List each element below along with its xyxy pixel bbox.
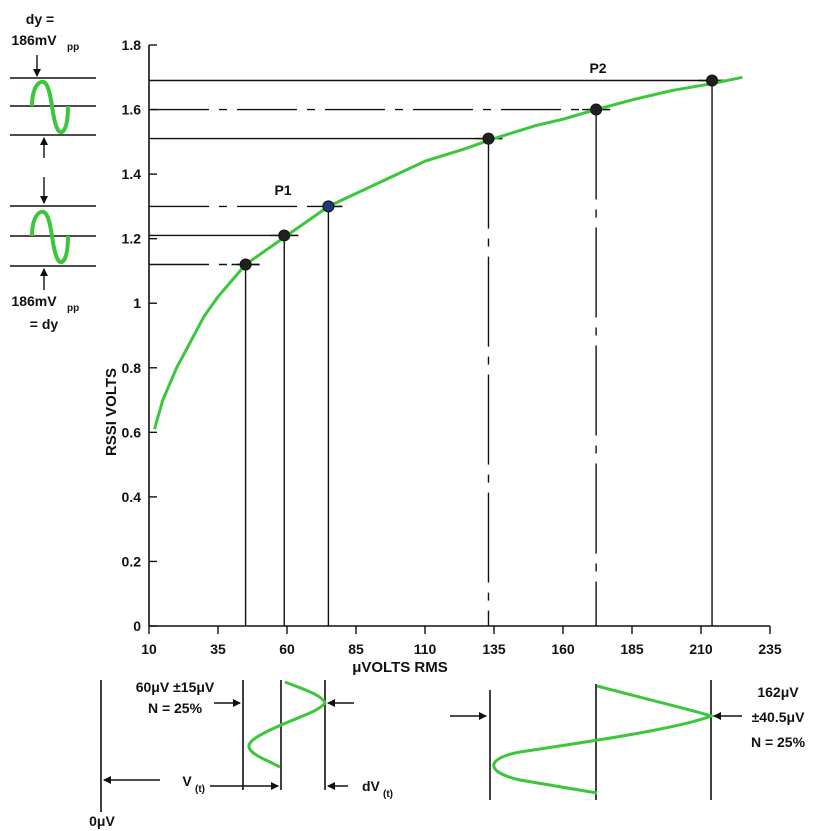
x-axis-title: μVOLTS RMS <box>352 659 448 676</box>
rssi-curve <box>153 75 743 430</box>
bottom-sine-wave <box>30 209 70 265</box>
y-tick-label: 0.2 <box>122 553 142 569</box>
bottom-pp-subscript: pp <box>67 303 79 314</box>
right-dist-value: 162μV <box>757 684 799 700</box>
data-point <box>239 258 252 271</box>
curve-layer <box>153 75 743 430</box>
reference-lines <box>149 79 727 626</box>
x-tick-label: 160 <box>551 641 575 657</box>
markers-layer <box>239 74 719 271</box>
data-point <box>278 229 291 242</box>
axes: 0 0.2 0.4 0.6 0.8 1 1.2 1.4 1.6 1.8 10 35 60 85 110 135… <box>122 37 782 657</box>
p2-label: P2 <box>589 60 606 76</box>
bottom-right-distribution <box>492 684 716 795</box>
y-tick-label: 0.6 <box>122 424 142 440</box>
y-tick-label: 1.4 <box>122 166 142 182</box>
dvt-label: dV <box>362 778 381 794</box>
bottom-mv-label: 186mV <box>11 293 57 309</box>
y-tick-label: 1.8 <box>122 37 142 53</box>
data-point <box>590 103 603 116</box>
dvt-subscript: (t) <box>383 789 393 800</box>
p1-label: P1 <box>274 182 291 198</box>
y-tick-label: 1 <box>133 295 141 311</box>
x-tick-label: 60 <box>279 641 295 657</box>
vt-subscript: (t) <box>195 784 205 795</box>
top-pp-subscript: pp <box>67 42 79 53</box>
top-mv-label: 186mV <box>11 32 57 48</box>
left-dist-n: N = 25% <box>148 700 203 716</box>
bottom-left-distribution <box>247 680 327 769</box>
top-sine-illustration <box>10 55 96 158</box>
left-panel: dy = 186mV pp 186mV pp = dy <box>10 11 96 332</box>
data-point <box>322 200 335 213</box>
x-tick-label: 10 <box>141 641 157 657</box>
x-tick-label: 210 <box>689 641 713 657</box>
right-dist-range: ±40.5μV <box>752 709 805 725</box>
y-tick-label: 1.2 <box>122 231 142 247</box>
y-tick-label: 0.8 <box>122 360 142 376</box>
bottom-dy-label: = dy <box>30 316 59 332</box>
data-point <box>706 74 719 87</box>
x-tick-label: 85 <box>348 641 364 657</box>
y-tick-label: 0.4 <box>122 489 142 505</box>
right-dist-n: N = 25% <box>751 734 806 750</box>
y-tick-label: 1.6 <box>122 102 142 118</box>
y-tick-label: 0 <box>133 618 141 634</box>
zero-uv-label: 0μV <box>89 813 115 829</box>
bottom-panel: 60μV ±15μV N = 25% V (t) dV (t) 0μV 162μ… <box>89 679 805 829</box>
x-tick-label: 185 <box>620 641 644 657</box>
top-sine-wave <box>30 79 70 135</box>
vt-label: V <box>182 773 192 789</box>
x-tick-label: 135 <box>482 641 506 657</box>
y-axis-title: RSSI VOLTS <box>103 368 120 456</box>
x-tick-label: 235 <box>758 641 782 657</box>
top-dy-label: dy = <box>26 11 54 27</box>
x-tick-label: 35 <box>210 641 226 657</box>
left-dist-value: 60μV ±15μV <box>136 679 215 695</box>
data-point <box>482 132 495 145</box>
x-tick-label: 110 <box>414 641 437 657</box>
bottom-sine-illustration <box>10 177 96 290</box>
